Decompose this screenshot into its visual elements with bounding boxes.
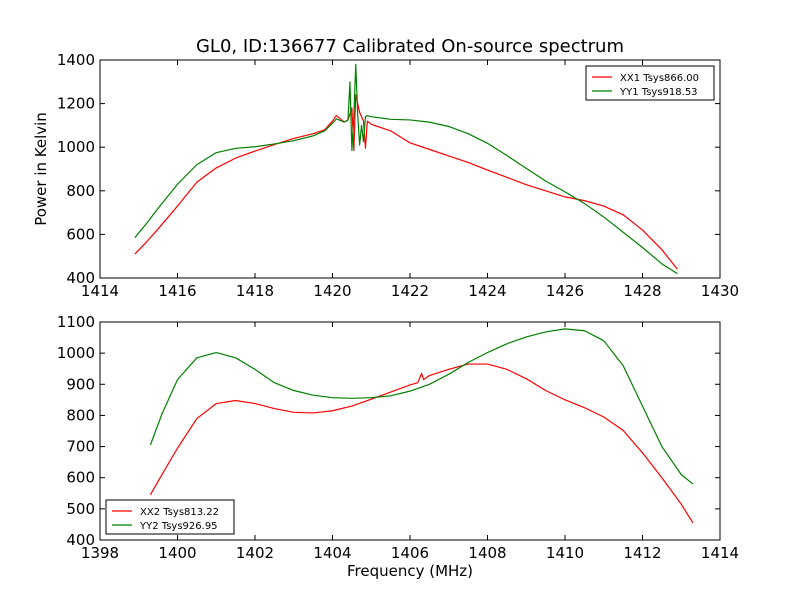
y-tick-label: 1000 bbox=[57, 344, 95, 362]
y-tick-label: 600 bbox=[66, 225, 95, 243]
legend: XX1 Tsys866.00 YY1 Tsys918.53 bbox=[585, 65, 715, 101]
plot-1: 1414 1416 1418 1420 1422 1424 1426 1428 1430 400 6… bbox=[32, 36, 739, 300]
x-tick-label: 1402 bbox=[236, 544, 274, 562]
y-tick-label: 1400 bbox=[57, 51, 95, 69]
x-tick-label: 1426 bbox=[546, 282, 584, 300]
y-tick-label: 700 bbox=[66, 438, 95, 456]
series-line-1-2 bbox=[134, 63, 678, 275]
chart-title: GL0, ID:136677 Calibrated On-source spec… bbox=[196, 36, 624, 57]
legend-entry: XX2 Tsys813.22 bbox=[140, 507, 219, 518]
x-tick-label: 1420 bbox=[313, 282, 351, 300]
x-tick-label: 1410 bbox=[546, 544, 584, 562]
legend-entry: YY2 Tsys926.95 bbox=[139, 521, 218, 532]
y-tick-label: 900 bbox=[66, 375, 95, 393]
y-tick-label: 1100 bbox=[57, 313, 95, 331]
x-tick-label: 1414 bbox=[81, 282, 119, 300]
x-axis-label: Frequency (MHz) bbox=[347, 562, 473, 580]
x-tick-label: 1428 bbox=[623, 282, 661, 300]
y-tick-label: 600 bbox=[66, 469, 95, 487]
legend: XX2 Tsys813.22 YY2 Tsys926.95 bbox=[105, 499, 235, 535]
x-tick-label: 1406 bbox=[391, 544, 429, 562]
y-tick-label: 500 bbox=[66, 500, 95, 518]
x-tick-label: 1400 bbox=[158, 544, 196, 562]
series-line-2-2 bbox=[149, 328, 694, 485]
legend-entry: YY1 Tsys918.53 bbox=[619, 87, 698, 98]
x-tick-label: 1416 bbox=[158, 282, 196, 300]
y-tick-label: 1000 bbox=[57, 138, 95, 156]
x-tick-label: 1398 bbox=[81, 544, 119, 562]
x-tick-label: 1418 bbox=[236, 282, 274, 300]
y-tick-label: 400 bbox=[66, 531, 95, 549]
legend-entry: XX1 Tsys866.00 bbox=[620, 73, 699, 84]
y-tick-label: 400 bbox=[66, 269, 95, 287]
y-axis-label: Power in Kelvin bbox=[32, 112, 50, 226]
series-line-2-1 bbox=[149, 363, 694, 524]
legend-box bbox=[585, 65, 715, 101]
x-tick-label: 1430 bbox=[701, 282, 739, 300]
x-tick-label: 1412 bbox=[623, 544, 661, 562]
x-tick-label: 1422 bbox=[391, 282, 429, 300]
plot-2: 1398 1400 1402 1404 1406 1408 1410 1412 1414 400 5… bbox=[57, 313, 739, 580]
y-tick-label: 1200 bbox=[57, 95, 95, 113]
x-tick-label: 1424 bbox=[468, 282, 506, 300]
x-tick-label: 1414 bbox=[701, 544, 739, 562]
x-tick-label: 1408 bbox=[468, 544, 506, 562]
series-line-1-1 bbox=[134, 94, 678, 270]
y-tick-label: 800 bbox=[66, 182, 95, 200]
y-tick-label: 800 bbox=[66, 406, 95, 424]
legend-box bbox=[105, 499, 235, 535]
x-tick-label: 1404 bbox=[313, 544, 351, 562]
